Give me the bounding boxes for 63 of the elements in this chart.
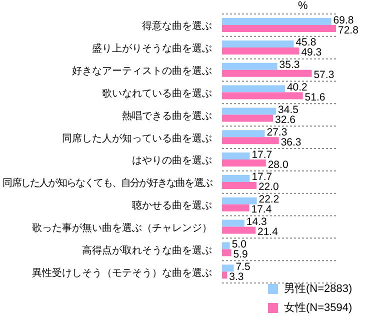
bar	[222, 249, 232, 256]
y-tick-label: 歌いなれている曲を選ぶ	[102, 87, 212, 100]
data-label: 36.3	[280, 136, 302, 148]
bar	[222, 70, 312, 77]
y-tick-label: 聴かせる曲を選ぶ	[132, 200, 212, 212]
data-label: 51.6	[304, 92, 326, 104]
y-tick-label: 熱唱できる曲を選ぶ	[122, 110, 212, 122]
data-label: 17.7	[252, 148, 272, 161]
data-label: 57.3	[314, 69, 334, 82]
bar	[222, 114, 274, 122]
data-label: 45.8	[296, 36, 316, 49]
y-tick-label: 同席した人が知っている曲を選ぶ	[62, 132, 212, 144]
data-label: 5.0	[232, 238, 247, 250]
data-label: 22.2	[258, 194, 280, 206]
bar	[222, 92, 303, 100]
bar	[222, 85, 285, 92]
y-tick-label: はやりの曲を選ぶ	[132, 154, 212, 167]
data-label: 35.3	[279, 59, 300, 72]
data-label: 14.3	[246, 216, 267, 228]
data-label: 27.3	[266, 126, 288, 138]
data-label: 49.3	[301, 46, 322, 59]
data-label: 5.9	[233, 248, 248, 260]
bar	[222, 226, 256, 234]
data-label: 72.8	[338, 24, 359, 36]
bar	[222, 220, 244, 227]
data-label: 17.4	[251, 204, 272, 216]
bar	[222, 40, 294, 48]
y-tick-label: 同席した人が知らなくても、自分が好きな曲を選ぶ	[2, 177, 213, 190]
data-label: 22.0	[258, 181, 280, 194]
bar	[222, 182, 256, 189]
bar	[222, 18, 332, 26]
x-axis-title: %	[298, 0, 308, 12]
y-tick-label: 盛り上がりそうな曲を選ぶ	[92, 42, 212, 55]
data-label: 28.0	[268, 158, 288, 171]
bar	[222, 272, 228, 279]
bar	[222, 152, 250, 160]
bar	[222, 242, 230, 250]
bar	[222, 197, 257, 204]
bar	[222, 47, 300, 54]
bar	[222, 264, 234, 272]
data-label: 7.5	[236, 260, 250, 273]
data-label: 17.7	[252, 171, 272, 184]
bar	[222, 137, 279, 144]
legend-label: 女性(N=3594)	[284, 301, 352, 315]
y-tick-label: 高得点が取れそうな曲を選ぶ	[82, 244, 212, 256]
data-label: 32.6	[275, 114, 296, 126]
data-label: 69.8	[333, 14, 354, 26]
data-label: 3.3	[229, 270, 244, 283]
bar	[222, 204, 250, 212]
bar	[222, 174, 250, 182]
y-tick-label: 得意な曲を選ぶ	[142, 20, 212, 32]
bar	[222, 160, 266, 167]
data-label: 40.2	[286, 82, 308, 94]
y-tick-label: 好きなアーティストの曲を選ぶ	[72, 65, 212, 78]
y-tick-label: 異性受けしそう（モテそう）な曲を選ぶ	[32, 266, 212, 279]
y-tick-label: 歌った事が無い曲を選ぶ（チャレンジ）	[32, 222, 212, 234]
bar	[222, 130, 265, 138]
bar	[222, 108, 276, 115]
legend-label: 男性(N=2883)	[284, 282, 352, 296]
data-label: 21.4	[258, 226, 278, 238]
data-label: 34.5	[278, 104, 299, 116]
bar	[222, 62, 278, 70]
bar	[222, 25, 336, 32]
